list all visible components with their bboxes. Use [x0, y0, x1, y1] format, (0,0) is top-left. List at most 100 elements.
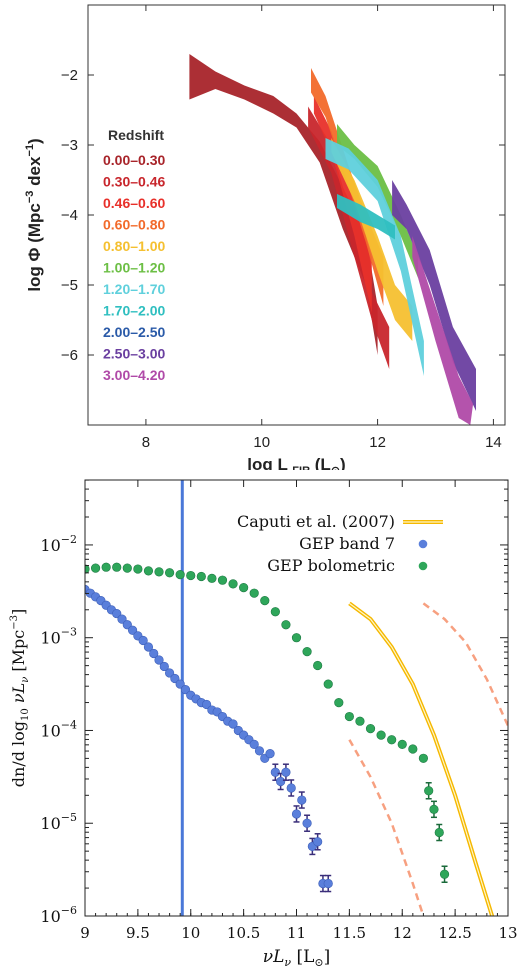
- data-point: [276, 776, 286, 787]
- caputi-curve-inner: [349, 602, 493, 916]
- luminosity-function-chart-bottom: 9 9.5 10 10.5 11 11.5 12 12.5 13 10−2 10−3 10−4 10−5…: [9, 479, 518, 969]
- legend-label: Caputi et al. (2007): [237, 512, 395, 531]
- y-tick-label: 10−3: [40, 626, 77, 648]
- data-point: [165, 568, 175, 578]
- band-group: [189, 54, 476, 425]
- legend-entry: 1.70–2.00: [103, 303, 165, 319]
- x-tick-label: 13: [498, 924, 517, 942]
- data-point: [387, 735, 397, 745]
- data-point: [302, 647, 312, 657]
- data-point: [149, 648, 159, 659]
- x-tick-label: 11: [287, 924, 306, 942]
- legend-label: GEP bolometric: [267, 556, 395, 575]
- data-point: [175, 679, 185, 689]
- y-tick-label: −4: [61, 207, 78, 224]
- lf-band-2: [313, 96, 372, 313]
- data-point: [170, 673, 180, 684]
- data-point: [122, 620, 132, 630]
- legend-marker-swatch: [418, 561, 428, 571]
- legend-entry: 1.00–1.20: [103, 260, 165, 276]
- data-point: [254, 746, 265, 756]
- data-point: [112, 562, 122, 572]
- lf-band-1: [308, 106, 390, 369]
- x-tick-label: 12.5: [438, 924, 471, 942]
- y-tick-label: 10−6: [40, 904, 77, 926]
- data-point: [196, 571, 206, 582]
- plot-area: [85, 480, 508, 916]
- data-point: [138, 635, 148, 646]
- y-axis-label: log Φ (Mpc−3 dex−1): [24, 138, 44, 291]
- data-point: [180, 685, 191, 695]
- data-point: [313, 660, 323, 671]
- data-point: [260, 595, 270, 606]
- data-point: [365, 724, 376, 734]
- x-tick-label: 10.5: [227, 924, 260, 942]
- data-point: [270, 767, 280, 777]
- data-point: [355, 716, 365, 726]
- data-point: [228, 719, 238, 729]
- data-point: [397, 739, 407, 749]
- data-point: [323, 878, 333, 889]
- luminosity-function-chart-top: 8 10 12 14 −2 −3 −4 −5 −6 log L FIR (L⊙) log Φ (Mp…: [24, 4, 506, 470]
- plot-frame: [84, 479, 509, 917]
- data-point: [281, 767, 291, 777]
- data-point: [127, 625, 138, 635]
- y-tick-label: 10−4: [40, 718, 77, 740]
- data-point: [286, 783, 296, 793]
- data-point: [143, 566, 154, 576]
- series-1: [85, 562, 450, 884]
- legend-entry: 0.46–0.60: [103, 195, 165, 211]
- data-point: [186, 570, 196, 581]
- y-tick-label: −3: [61, 137, 78, 154]
- data-point: [297, 795, 307, 805]
- x-tick-label: 10: [253, 434, 270, 451]
- data-point: [418, 753, 429, 763]
- legend-entry: 0.00–0.30: [103, 152, 165, 168]
- y-tick-label: −5: [61, 277, 78, 294]
- data-point: [112, 608, 122, 619]
- legend-marker-swatch: [418, 539, 428, 549]
- x-tick-label: 11.5: [333, 924, 366, 942]
- dashed-curve-2: [422, 602, 508, 727]
- legend-label: GEP band 7: [299, 534, 395, 553]
- data-point: [85, 564, 90, 574]
- y-axis-label: dn/d log10 νLν [Mpc−3]: [9, 609, 31, 787]
- data-point: [249, 588, 259, 598]
- legend-entry: 3.00–4.20: [103, 367, 165, 383]
- data-point: [159, 661, 169, 672]
- data-point: [202, 699, 212, 710]
- data-point: [270, 607, 280, 617]
- data-point: [165, 668, 175, 678]
- data-point: [302, 818, 312, 828]
- legend-entry: 2.00–2.50: [103, 324, 165, 340]
- x-tick-label: 12: [393, 924, 412, 942]
- dashed-curve-1: [348, 739, 425, 916]
- y-tick-label: −6: [61, 347, 78, 364]
- data-point: [424, 786, 434, 796]
- y-tick-label: 10−2: [40, 533, 77, 555]
- legend-entry: 2.50–3.00: [103, 346, 165, 362]
- data-point: [101, 562, 111, 572]
- data-point: [334, 698, 344, 708]
- data-point: [228, 579, 238, 589]
- data-point: [249, 739, 259, 749]
- data-point: [291, 809, 302, 819]
- data-point: [439, 869, 450, 879]
- data-point: [344, 711, 354, 722]
- legend-entry: 0.60–0.80: [103, 217, 165, 233]
- x-tick-label: 10: [181, 924, 200, 942]
- data-point: [133, 564, 143, 574]
- legend-entry: 0.80–1.00: [103, 238, 165, 254]
- data-point: [154, 655, 164, 665]
- x-tick-label: 9.5: [126, 924, 150, 942]
- x-axis-label: log L FIR (L⊙): [247, 455, 345, 470]
- lf-band-7: [337, 194, 395, 240]
- data-point: [239, 583, 249, 593]
- x-tick-label: 9: [80, 924, 90, 942]
- data-point: [207, 573, 217, 583]
- y-tick-label: 10−5: [40, 811, 77, 833]
- data-point: [90, 563, 101, 573]
- data-point: [429, 804, 439, 814]
- data-point: [143, 642, 154, 652]
- x-tick-label: 14: [485, 434, 502, 451]
